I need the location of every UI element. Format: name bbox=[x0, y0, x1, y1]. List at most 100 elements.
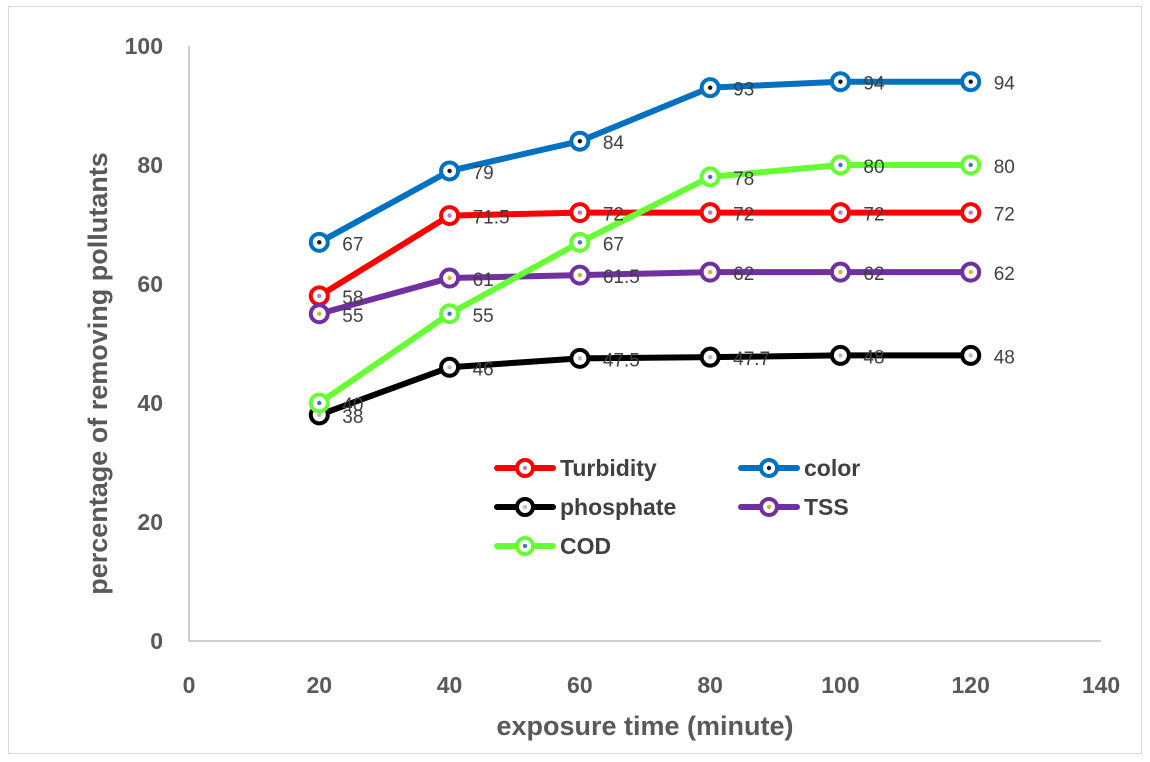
data-point-center-phosphate bbox=[838, 353, 843, 358]
data-label-tss: 62 bbox=[994, 264, 1015, 285]
data-labels-layer: 58 71.5 72 72 72 72 67 79 84 93 94 94 38 46 47.5 47.7 48… bbox=[342, 74, 1015, 428]
data-label-cod: 67 bbox=[603, 234, 624, 255]
data-label-phosphate: 46 bbox=[473, 359, 494, 380]
series-line-cod bbox=[316, 162, 974, 406]
y-tick-label: 40 bbox=[137, 390, 163, 416]
data-point-center-tss bbox=[838, 269, 843, 275]
data-point-center-phosphate bbox=[707, 354, 713, 360]
series-phosphate bbox=[308, 344, 982, 426]
legend-label: COD bbox=[560, 533, 611, 559]
legend-item-cod: COD bbox=[494, 533, 611, 559]
x-axis-title: exposure time (minute) bbox=[496, 711, 793, 741]
legend-label: phosphate bbox=[560, 494, 676, 520]
legend-item-color: color bbox=[738, 455, 860, 481]
series-line-color bbox=[316, 78, 974, 246]
data-label-tss: 62 bbox=[863, 264, 884, 285]
data-label-turbidity: 72 bbox=[994, 205, 1015, 226]
x-tick-label: 0 bbox=[183, 672, 196, 698]
x-tick-label: 80 bbox=[697, 672, 723, 698]
data-point-center-cod bbox=[317, 400, 322, 406]
legend: Turbidity color phosphate TSS COD bbox=[494, 455, 860, 559]
series-layer bbox=[308, 71, 982, 426]
legend-item-turbidity: Turbidity bbox=[494, 455, 657, 481]
data-point-center-color bbox=[577, 139, 583, 144]
legend-swatch-marker-center bbox=[766, 504, 772, 510]
x-tick-label: 140 bbox=[1082, 672, 1120, 698]
y-tick-label: 80 bbox=[137, 152, 163, 178]
series-cod bbox=[308, 154, 982, 414]
data-point-center-color bbox=[968, 79, 973, 84]
legend-swatch-marker-center bbox=[522, 543, 528, 549]
data-label-phosphate: 38 bbox=[342, 407, 363, 428]
x-tick-labels: 0 20 40 60 80 100 120 140 bbox=[183, 672, 1121, 698]
legend-swatch-marker-center bbox=[522, 504, 528, 510]
data-label-phosphate: 47.7 bbox=[733, 349, 770, 370]
data-point-center-turbidity bbox=[317, 293, 322, 299]
data-label-tss: 55 bbox=[342, 306, 363, 327]
data-point-center-phosphate bbox=[968, 353, 973, 358]
data-label-cod: 55 bbox=[473, 306, 494, 327]
legend-label: Turbidity bbox=[560, 455, 657, 481]
y-tick-label: 0 bbox=[150, 628, 163, 654]
data-point-center-cod bbox=[707, 174, 713, 180]
data-point-center-color bbox=[447, 168, 452, 174]
legend-swatch-marker-center bbox=[522, 465, 528, 471]
data-label-phosphate: 48 bbox=[994, 347, 1015, 368]
y-axis-title: percentage of removing pollutants bbox=[83, 152, 113, 595]
data-label-turbidity: 71.5 bbox=[473, 208, 510, 229]
data-label-color: 94 bbox=[994, 74, 1016, 95]
data-point-center-cod bbox=[577, 240, 583, 245]
x-tick-label: 100 bbox=[821, 672, 859, 698]
series-tss bbox=[308, 261, 982, 325]
legend-item-phosphate: phosphate bbox=[494, 494, 676, 520]
x-tick-label: 60 bbox=[567, 672, 593, 698]
data-point-center-color bbox=[707, 85, 713, 90]
data-point-center-tss bbox=[707, 269, 713, 275]
y-tick-label: 20 bbox=[137, 509, 163, 535]
x-tick-label: 20 bbox=[306, 672, 332, 698]
data-point-center-cod bbox=[838, 162, 843, 168]
data-label-tss: 61 bbox=[473, 270, 494, 291]
series-color bbox=[308, 71, 982, 253]
data-label-color: 67 bbox=[342, 234, 363, 255]
data-point-center-turbidity bbox=[838, 210, 843, 215]
data-label-cod: 80 bbox=[994, 157, 1015, 178]
data-label-color: 93 bbox=[733, 80, 754, 101]
legend-swatch-marker-center bbox=[766, 465, 772, 471]
data-label-phosphate: 48 bbox=[863, 347, 884, 368]
data-label-color: 79 bbox=[473, 163, 494, 184]
data-label-cod: 80 bbox=[863, 157, 884, 178]
axes bbox=[188, 46, 1101, 642]
data-label-turbidity: 72 bbox=[603, 205, 624, 226]
data-point-center-cod bbox=[968, 162, 973, 168]
data-point-center-turbidity bbox=[707, 210, 713, 215]
data-label-tss: 61.5 bbox=[603, 267, 640, 288]
y-tick-labels: 0 20 40 60 80 100 bbox=[125, 33, 163, 654]
data-point-center-tss bbox=[317, 311, 322, 316]
y-tick-label: 60 bbox=[137, 271, 163, 297]
data-point-center-turbidity bbox=[968, 210, 973, 215]
legend-label: TSS bbox=[804, 494, 849, 520]
data-label-color: 84 bbox=[603, 133, 625, 154]
data-label-color: 94 bbox=[863, 74, 885, 95]
data-label-cod: 40 bbox=[342, 395, 363, 416]
x-tick-label: 120 bbox=[952, 672, 990, 698]
data-label-turbidity: 72 bbox=[863, 205, 884, 226]
x-tick-label: 40 bbox=[437, 672, 463, 698]
y-tick-label: 100 bbox=[125, 33, 163, 59]
data-point-center-color bbox=[317, 240, 322, 245]
data-point-center-tss bbox=[447, 275, 452, 281]
data-point-center-tss bbox=[968, 269, 973, 275]
data-point-center-color bbox=[838, 79, 843, 84]
data-point-center-phosphate bbox=[577, 356, 583, 361]
data-label-cod: 78 bbox=[733, 169, 754, 190]
legend-item-tss: TSS bbox=[738, 494, 849, 520]
data-label-turbidity: 72 bbox=[733, 205, 754, 226]
data-point-center-cod bbox=[447, 311, 452, 316]
series-line-phosphate bbox=[316, 352, 974, 418]
series-line-tss bbox=[316, 269, 974, 317]
chart-frame bbox=[8, 6, 1142, 754]
data-label-turbidity: 58 bbox=[342, 288, 363, 309]
data-point-center-phosphate bbox=[317, 412, 322, 418]
